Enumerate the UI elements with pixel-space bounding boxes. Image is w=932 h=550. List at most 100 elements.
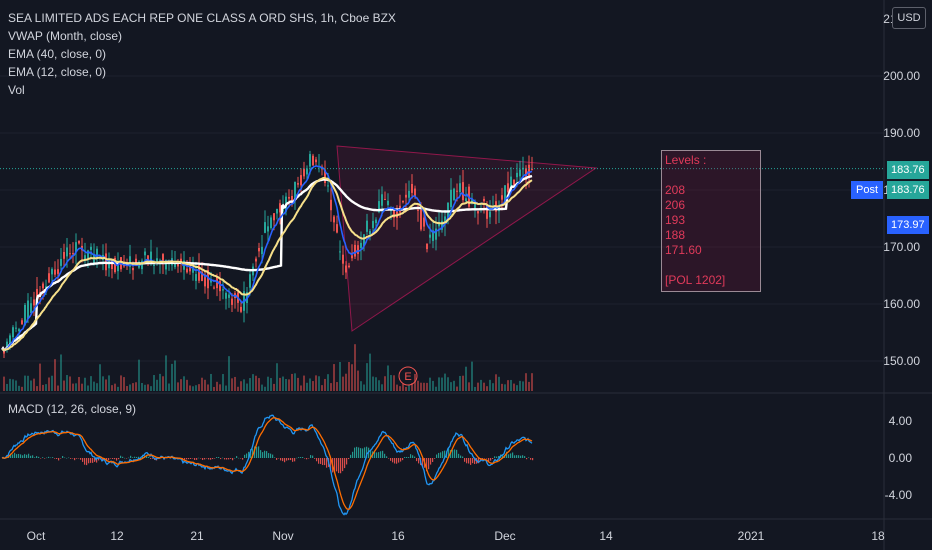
volume-bar	[189, 385, 191, 391]
candle-body	[507, 183, 509, 193]
time-tick-label: 12	[110, 529, 124, 543]
volume-legend[interactable]: Vol	[8, 83, 25, 97]
macd-hist-bar	[460, 455, 462, 458]
candle-body	[411, 183, 413, 193]
volume-bar	[312, 381, 314, 391]
macd-hist-bar	[498, 455, 500, 458]
macd-hist-bar	[256, 446, 258, 458]
macd-hist-bar	[516, 455, 518, 458]
macd-hist-bar	[116, 458, 118, 461]
macd-hist-bar	[426, 458, 428, 472]
macd-hist-bar	[394, 458, 396, 464]
macd-tick-label: 4.00	[889, 414, 913, 428]
macd-hist-bar	[390, 458, 392, 461]
volume-bar	[291, 373, 293, 391]
macd-hist-bar	[206, 458, 208, 459]
candle-body	[345, 265, 347, 273]
macd-hist-bar	[442, 451, 444, 458]
macd-hist-bar	[212, 458, 214, 460]
volume-bar	[21, 386, 23, 391]
macd-hist-bar	[66, 457, 68, 459]
macd-hist-bar	[46, 457, 48, 459]
volume-bar	[366, 363, 368, 391]
macd-hist-bar	[132, 457, 134, 458]
macd-hist-bar	[152, 458, 154, 459]
macd-hist-bar	[118, 458, 120, 460]
volume-bar	[384, 376, 386, 391]
macd-hist-bar	[136, 456, 138, 458]
currency-button[interactable]: USD	[892, 7, 926, 29]
time-tick-label: Oct	[27, 529, 46, 543]
macd-hist-bar	[138, 456, 140, 458]
macd-hist-bar	[314, 458, 316, 459]
volume-bar	[210, 373, 212, 391]
macd-hist-bar	[340, 458, 342, 474]
volume-bar	[93, 381, 95, 391]
candle-body	[213, 287, 215, 289]
macd-hist-bar	[382, 450, 384, 458]
macd-hist-bar	[122, 456, 124, 458]
macd-hist-bar	[244, 454, 246, 458]
candle-body	[150, 251, 152, 262]
ema40-line	[1, 165, 533, 351]
candle-body	[255, 258, 257, 262]
macd-hist-bar	[202, 458, 204, 460]
ema12-line	[1, 176, 533, 351]
macd-hist-bar	[474, 458, 476, 465]
volume-bar	[513, 383, 515, 391]
volume-bar	[324, 378, 326, 391]
macd-hist-bar	[102, 458, 104, 462]
volume-bar	[360, 381, 362, 391]
macd-legend[interactable]: MACD (12, 26, close, 9)	[8, 402, 137, 416]
time-tick-label: 2021	[738, 529, 765, 543]
volume-bar	[177, 382, 179, 391]
volume-bar	[63, 380, 65, 391]
macd-hist-bar	[86, 458, 88, 466]
ema40-legend[interactable]: EMA (40, close, 0)	[8, 47, 107, 61]
candle-body	[450, 189, 452, 208]
volume-bar	[162, 376, 164, 391]
macd-hist-bar	[72, 458, 74, 459]
macd-hist-bar	[34, 457, 36, 458]
macd-hist-bar	[20, 454, 22, 458]
volume-bar	[474, 386, 476, 391]
macd-hist-bar	[70, 458, 72, 459]
volume-bar	[330, 383, 332, 391]
candle-body	[378, 201, 380, 213]
macd-hist-bar	[220, 458, 222, 460]
volume-bar	[471, 361, 473, 391]
macd-hist-bar	[146, 454, 148, 458]
volume-bar	[69, 376, 71, 391]
candle-body	[366, 220, 368, 232]
macd-hist-bar	[214, 458, 216, 459]
volume-bar	[378, 380, 380, 391]
macd-hist-bar	[88, 458, 90, 464]
vwap-legend[interactable]: VWAP (Month, close)	[8, 29, 123, 43]
macd-hist-bar	[204, 458, 206, 460]
volume-bar	[444, 373, 446, 391]
symbol-title[interactable]: SEA LIMITED ADS EACH REP ONE CLASS A ORD…	[8, 11, 396, 25]
earnings-marker[interactable]: E	[398, 366, 418, 386]
macd-hist-bar	[294, 458, 296, 462]
candle-body	[324, 169, 326, 183]
macd-hist-bar	[198, 457, 200, 459]
candle-body	[456, 190, 458, 192]
candle-body	[42, 283, 44, 289]
ema12-legend[interactable]: EMA (12, close, 0)	[8, 65, 107, 79]
macd-hist-bar	[402, 458, 404, 461]
macd-hist-bar	[28, 453, 30, 458]
candle-body	[96, 248, 98, 258]
volume-bar	[123, 377, 125, 391]
volume-bar	[423, 382, 425, 391]
volume-bar	[318, 376, 320, 391]
levels-box[interactable]: Levels : 208 206 193 188 171.60 [POL 120…	[661, 150, 761, 292]
volume-bar	[261, 384, 263, 391]
macd-hist-bar	[518, 455, 520, 458]
macd-hist-bar	[90, 458, 92, 463]
volume-bar	[12, 379, 14, 391]
candle-body	[342, 254, 344, 264]
candle-body	[162, 254, 164, 264]
macd-hist-bar	[252, 448, 254, 458]
volume-bar	[45, 384, 47, 391]
candle-body	[189, 266, 191, 272]
